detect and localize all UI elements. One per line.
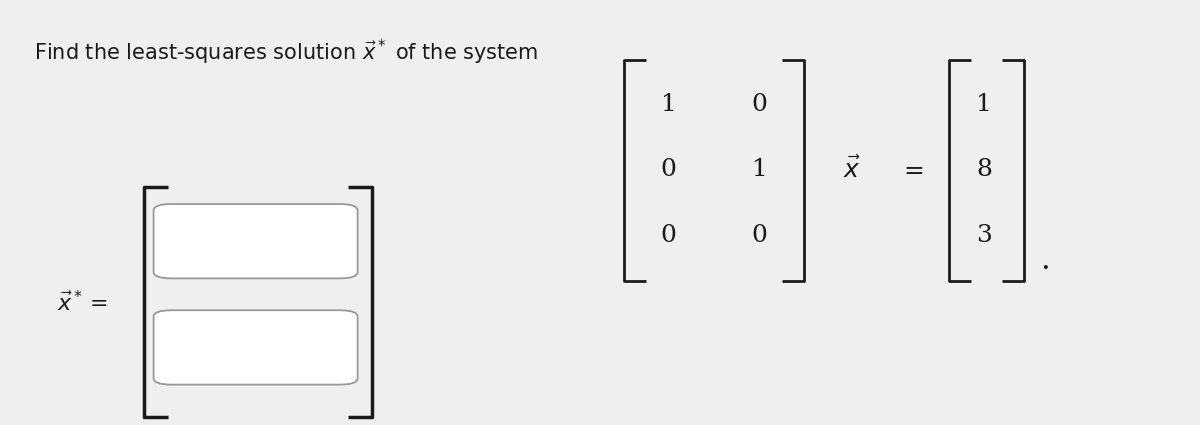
Text: 1: 1 [976, 93, 992, 116]
FancyBboxPatch shape [154, 204, 358, 278]
Text: 1: 1 [751, 159, 768, 181]
Text: .: . [1040, 245, 1050, 276]
Text: 0: 0 [660, 224, 677, 247]
Text: $\vec{x}$: $\vec{x}$ [844, 157, 860, 183]
Text: 0: 0 [660, 159, 677, 181]
Text: 8: 8 [976, 159, 992, 181]
Text: 3: 3 [976, 224, 992, 247]
Text: $=$: $=$ [900, 159, 924, 181]
Text: $\vec{x}^* =$: $\vec{x}^* =$ [58, 291, 108, 317]
Text: 0: 0 [751, 93, 768, 116]
Text: Find the least-squares solution $\vec{x}^*$ of the system: Find the least-squares solution $\vec{x}… [34, 38, 538, 68]
FancyBboxPatch shape [154, 310, 358, 385]
Text: 1: 1 [660, 93, 677, 116]
Text: 0: 0 [751, 224, 768, 247]
